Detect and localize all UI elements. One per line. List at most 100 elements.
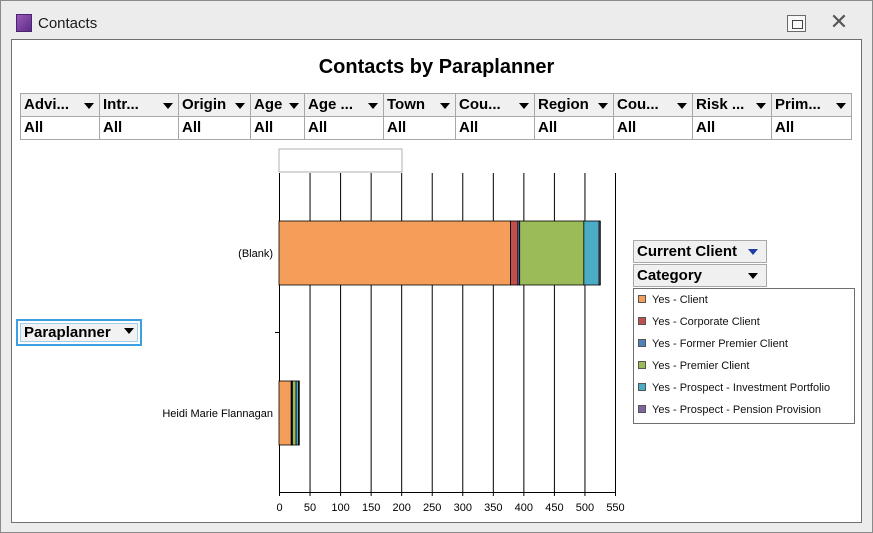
empty-axis-field-box bbox=[278, 148, 403, 173]
chevron-down-icon[interactable] bbox=[235, 103, 245, 109]
chevron-down-icon[interactable] bbox=[836, 103, 846, 109]
x-tick-label: 0 bbox=[276, 502, 282, 514]
bar-segment bbox=[298, 380, 300, 446]
x-tick-label: 300 bbox=[454, 502, 472, 514]
bar-segment bbox=[519, 220, 585, 286]
y-category-label: Heidi Marie Flannagan bbox=[162, 408, 273, 420]
paraplanner-field-label: Paraplanner bbox=[20, 323, 138, 342]
filter-label: Prim... bbox=[772, 94, 851, 117]
filter-county[interactable]: Cou... All bbox=[456, 94, 535, 139]
x-tick-label: 400 bbox=[515, 502, 533, 514]
filter-introducer[interactable]: Intr... All bbox=[100, 94, 179, 139]
filter-value: All bbox=[251, 117, 304, 139]
filter-value: All bbox=[614, 117, 692, 139]
paraplanner-field-button[interactable]: Paraplanner bbox=[16, 319, 142, 346]
current-client-field-button[interactable]: Current Client bbox=[633, 240, 767, 263]
legend-item: Yes - Corporate Client bbox=[638, 312, 760, 332]
filter-label: Age ... bbox=[305, 94, 383, 117]
filter-bar: Advi... All Intr... All Origin All Age A… bbox=[20, 93, 852, 140]
chevron-down-icon[interactable] bbox=[748, 249, 758, 255]
legend-swatch bbox=[638, 317, 646, 326]
filter-label: Risk ... bbox=[693, 94, 771, 117]
chart-legend: Yes - Client Yes - Corporate Client Yes - … bbox=[633, 288, 855, 424]
x-tick-label: 50 bbox=[304, 502, 316, 514]
restore-icon[interactable] bbox=[787, 15, 806, 32]
filter-value: All bbox=[100, 117, 178, 139]
x-tick-label: 150 bbox=[362, 502, 380, 514]
legend-label: Yes - Corporate Client bbox=[652, 316, 760, 328]
x-tick-label: 350 bbox=[484, 502, 502, 514]
chevron-down-icon[interactable] bbox=[519, 103, 529, 109]
title-bar[interactable]: Contacts ✕ bbox=[1, 1, 872, 39]
close-icon[interactable]: ✕ bbox=[829, 10, 849, 35]
legend-label: Yes - Prospect - Pension Provision bbox=[652, 404, 821, 416]
filter-value: All bbox=[535, 117, 613, 139]
filter-risk[interactable]: Risk ... All bbox=[693, 94, 772, 139]
filter-label: Advi... bbox=[21, 94, 99, 117]
filter-label: Cou... bbox=[614, 94, 692, 117]
stacked-bar-chart: 0 50 100 150 200 250 300 350 400 450 500 550 (Blank)… bbox=[162, 148, 625, 514]
bar-segment bbox=[292, 380, 297, 446]
filter-value: All bbox=[305, 117, 383, 139]
legend-label: Yes - Former Premier Client bbox=[652, 338, 788, 350]
filter-value: All bbox=[456, 117, 534, 139]
chevron-down-icon[interactable] bbox=[163, 103, 173, 109]
chart-title: Contacts by Paraplanner bbox=[318, 56, 555, 78]
x-tick-label: 200 bbox=[393, 502, 411, 514]
pivot-chart-canvas: Contacts by Paraplanner Advi... All Intr… bbox=[11, 39, 862, 523]
filter-country[interactable]: Cou... All bbox=[614, 94, 693, 139]
filter-origin[interactable]: Origin All bbox=[179, 94, 251, 139]
legend-item: Yes - Prospect - Investment Portfolio bbox=[638, 378, 830, 398]
legend-item: Yes - Premier Client bbox=[638, 356, 749, 376]
chevron-down-icon[interactable] bbox=[598, 103, 608, 109]
filter-value: All bbox=[179, 117, 250, 139]
filter-label: Age bbox=[251, 94, 304, 117]
filter-value: All bbox=[384, 117, 455, 139]
window-title: Contacts bbox=[38, 15, 98, 32]
filter-age[interactable]: Age All bbox=[251, 94, 305, 139]
chevron-down-icon[interactable] bbox=[756, 103, 766, 109]
chevron-down-icon[interactable] bbox=[124, 328, 134, 334]
legend-swatch bbox=[638, 339, 646, 348]
x-tick-label: 250 bbox=[423, 502, 441, 514]
legend-item: Yes - Prospect - Pension Provision bbox=[638, 400, 821, 420]
app-icon bbox=[16, 14, 32, 32]
chevron-down-icon[interactable] bbox=[440, 103, 450, 109]
filter-town[interactable]: Town All bbox=[384, 94, 456, 139]
legend-swatch bbox=[638, 295, 646, 304]
bar-segment bbox=[583, 220, 600, 286]
chevron-down-icon[interactable] bbox=[289, 103, 299, 109]
filter-adviser[interactable]: Advi... All bbox=[21, 94, 100, 139]
legend-label: Yes - Prospect - Investment Portfolio bbox=[652, 382, 831, 394]
chevron-down-icon[interactable] bbox=[677, 103, 687, 109]
filter-label: Region bbox=[535, 94, 613, 117]
filter-label: Town bbox=[384, 94, 455, 117]
bar-segment bbox=[510, 220, 519, 286]
filter-value: All bbox=[21, 117, 99, 139]
legend-item: Yes - Client bbox=[638, 290, 708, 310]
chevron-down-icon[interactable] bbox=[748, 273, 758, 279]
category-field-button[interactable]: Category bbox=[633, 264, 767, 287]
filter-age-band[interactable]: Age ... All bbox=[305, 94, 384, 139]
x-tick-label: 450 bbox=[545, 502, 563, 514]
filter-primary[interactable]: Prim... All bbox=[772, 94, 851, 139]
x-tick-label: 550 bbox=[606, 502, 624, 514]
current-client-field-label: Current Client bbox=[637, 243, 738, 260]
x-tick-label: 100 bbox=[331, 502, 349, 514]
legend-swatch bbox=[638, 383, 646, 392]
legend-label: Yes - Premier Client bbox=[652, 360, 750, 372]
legend-swatch bbox=[638, 361, 646, 370]
bar-segment bbox=[278, 220, 511, 286]
filter-label: Cou... bbox=[456, 94, 534, 117]
chevron-down-icon[interactable] bbox=[368, 103, 378, 109]
y-category-label: (Blank) bbox=[238, 248, 273, 260]
bar-segment bbox=[278, 380, 292, 446]
legend-item: Yes - Former Premier Client bbox=[638, 334, 788, 354]
chevron-down-icon[interactable] bbox=[84, 103, 94, 109]
category-field-label: Category bbox=[637, 267, 703, 284]
filter-region[interactable]: Region All bbox=[535, 94, 614, 139]
filter-value: All bbox=[772, 117, 851, 139]
legend-swatch bbox=[638, 405, 646, 414]
bar-segment bbox=[598, 220, 601, 286]
